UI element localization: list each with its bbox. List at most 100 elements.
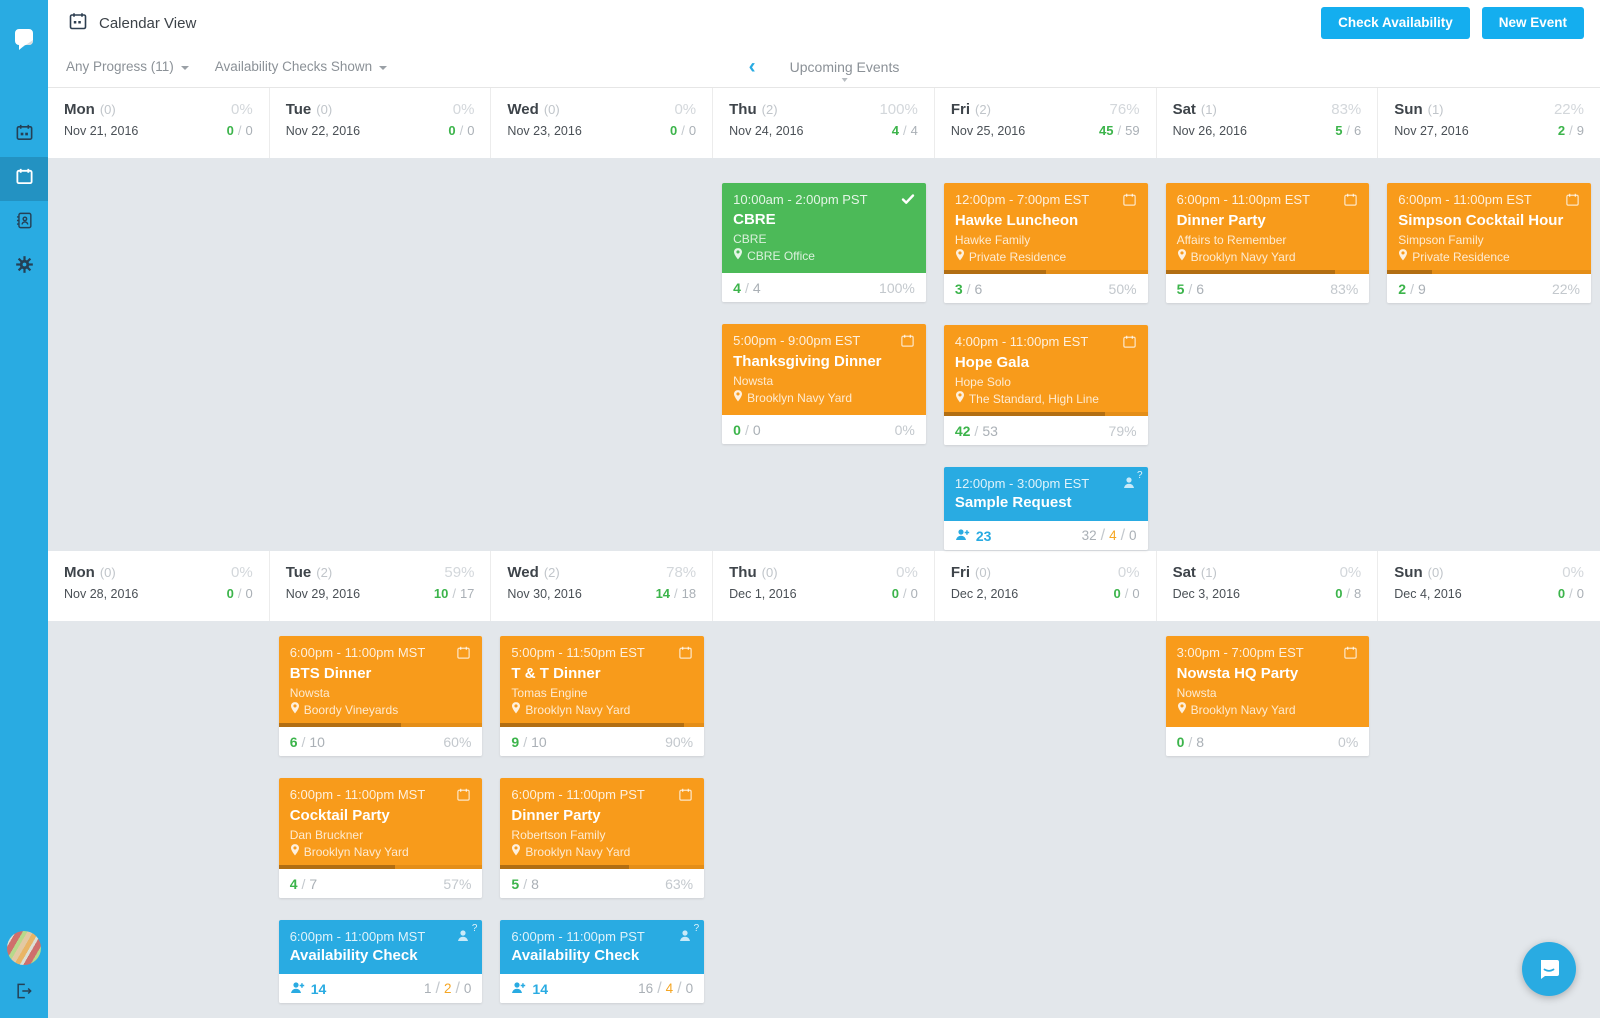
day-header-sun-nov27[interactable]: Sun (1) 22% Nov 27, 2016 2/9 — [1394, 101, 1584, 138]
day-header-thu-dec1[interactable]: Thu (0) 0% Dec 1, 2016 0/0 — [713, 551, 935, 621]
event-card-hawke-luncheon[interactable]: 12:00pm - 7:00pm EST Hawke Luncheon Hawk… — [943, 183, 1148, 303]
user-avatar[interactable] — [7, 931, 41, 965]
event-time: 3:00pm - 7:00pm EST — [1176, 645, 1304, 660]
previous-weeks-button[interactable]: ‹ — [748, 54, 756, 78]
day-header-sat-dec3[interactable]: Sat (1) 0% Dec 3, 2016 0/8 — [1157, 551, 1379, 621]
staffing-percent: 60% — [443, 733, 472, 750]
event-location: Boordy Vineyards — [303, 702, 399, 717]
availability-check-card-sample-request[interactable]: 12:00pm - 3:00pm EST ? Sample Request 23… — [943, 467, 1148, 550]
chat-smile-icon — [1541, 960, 1559, 979]
event-title: T & T Dinner — [511, 665, 601, 682]
event-time: 4:00pm - 11:00pm EST — [954, 334, 1089, 349]
sidebar-nav — [0, 113, 48, 289]
staffing-percent: 63% — [665, 875, 694, 892]
week2-cards: 6:00pm - 11:00pm MST BTS Dinner Nowsta B… — [48, 621, 1600, 1016]
upcoming-events-label[interactable]: Upcoming Events — [790, 59, 899, 82]
staffing-percent: 0% — [894, 421, 915, 438]
event-title: Hope Gala — [954, 354, 1030, 371]
sidebar-item-calendar-view[interactable] — [0, 157, 48, 201]
event-title: CBRE — [733, 211, 776, 228]
event-location: Private Residence — [1412, 249, 1510, 264]
calendar-icon — [1343, 192, 1358, 210]
day-header-sat-nov26[interactable]: Sat (1) 83% Nov 26, 2016 5/6 — [1157, 88, 1379, 158]
event-time: 6:00pm - 11:00pm PST — [511, 929, 645, 944]
calendar-icon — [456, 645, 471, 663]
event-card-bts-dinner[interactable]: 6:00pm - 11:00pm MST BTS Dinner Nowsta B… — [278, 636, 483, 756]
sidebar-item-schedule[interactable] — [0, 113, 48, 157]
staffing-count: 0/8 — [1176, 733, 1205, 750]
sidebar-item-settings[interactable] — [0, 245, 48, 289]
staffing-progress-bar — [278, 723, 483, 727]
event-client: Robertson Family — [511, 828, 606, 842]
event-title: Thanksgiving Dinner — [733, 353, 882, 370]
day-header-tue-nov22[interactable]: Tue (0) 0% Nov 22, 2016 0/0 — [270, 88, 492, 158]
staffing-count: 6/10 — [289, 733, 325, 750]
check-icon — [901, 192, 915, 209]
week1-cards: 10:00am - 2:00pm PST CBRE CBRE CBRE Offi… — [48, 158, 1600, 551]
event-title: Sample Request — [954, 494, 1072, 511]
location-pin-icon — [511, 844, 521, 859]
staffing-progress-bar — [500, 723, 705, 727]
staffing-percent: 0% — [1338, 733, 1359, 750]
event-location: CBRE Office — [747, 248, 815, 263]
staffing-percent: 83% — [1330, 280, 1359, 297]
availability-check-card-wed[interactable]: 6:00pm - 11:00pm PST ? Availability Chec… — [500, 920, 705, 1003]
event-title: Availability Check — [289, 947, 418, 964]
day-header-fri-nov25[interactable]: Fri (2) 76% Nov 25, 2016 45/59 — [935, 88, 1157, 158]
event-time: 6:00pm - 11:00pm MST — [289, 929, 426, 944]
staffing-count: 9/10 — [511, 733, 547, 750]
gear-icon — [15, 255, 34, 279]
event-time: 10:00am - 2:00pm PST — [733, 192, 868, 207]
location-pin-icon — [733, 390, 743, 405]
event-client: Tomas Engine — [511, 686, 588, 700]
day-header-wed-nov23[interactable]: Wed (0) 0% Nov 23, 2016 0/0 — [491, 88, 714, 158]
event-card-simpson-cocktail-hour[interactable]: 6:00pm - 11:00pm EST Simpson Cocktail Ho… — [1387, 183, 1591, 303]
logout-icon[interactable] — [14, 981, 34, 1006]
event-time: 6:00pm - 11:00pm PST — [511, 787, 645, 802]
event-location: Brooklyn Navy Yard — [525, 844, 631, 859]
filter-bar: Any Progress (11) Availability Checks Sh… — [48, 46, 1600, 88]
response-breakdown: 32/4/0 — [1081, 526, 1137, 544]
event-card-dinner-party-sat[interactable]: 6:00pm - 11:00pm EST Dinner Party Affair… — [1165, 183, 1370, 303]
calendar-view-icon — [68, 11, 88, 35]
staffing-progress-bar — [1387, 270, 1591, 274]
event-card-t-and-t-dinner[interactable]: 5:00pm - 11:50pm EST T & T Dinner Tomas … — [500, 636, 705, 756]
day-header-tue-nov29[interactable]: Tue (2) 59% Nov 29, 2016 10/17 — [270, 551, 492, 621]
staffing-progress-bar — [500, 865, 705, 869]
day-header-wed-nov30[interactable]: Wed (2) 78% Nov 30, 2016 14/18 — [491, 551, 714, 621]
calendar-icon — [1565, 192, 1580, 210]
day-header-sun-dec4[interactable]: Sun (0) 0% Dec 4, 2016 0/0 — [1394, 564, 1584, 601]
calendar-icon — [900, 333, 915, 351]
event-client: Nowsta — [733, 374, 774, 388]
event-title: Cocktail Party — [289, 807, 390, 824]
chevron-down-icon — [379, 65, 388, 70]
event-card-dinner-party-wed[interactable]: 6:00pm - 11:00pm PST Dinner Party Robert… — [500, 778, 705, 898]
day-header-mon-nov28[interactable]: Mon (0) 0% Nov 28, 2016 0/0 — [48, 551, 270, 621]
person-plus-icon — [290, 981, 305, 997]
event-card-hope-gala[interactable]: 4:00pm - 11:00pm EST Hope Gala Hope Solo… — [943, 325, 1148, 445]
staffing-progress-bar — [278, 865, 483, 869]
event-card-nowsta-hq-party[interactable]: 3:00pm - 7:00pm EST Nowsta HQ Party Nows… — [1165, 636, 1370, 756]
progress-filter-dropdown[interactable]: Any Progress (11) — [66, 59, 189, 74]
location-pin-icon — [955, 249, 965, 264]
event-client: Hawke Family — [954, 233, 1031, 247]
event-client: Affairs to Remember — [1176, 233, 1287, 247]
day-header-fri-dec2[interactable]: Fri (0) 0% Dec 2, 2016 0/0 — [935, 551, 1157, 621]
event-card-cbre[interactable]: 10:00am - 2:00pm PST CBRE CBRE CBRE Offi… — [722, 183, 926, 302]
availability-check-card-tue[interactable]: 6:00pm - 11:00pm MST ? Availability Chec… — [278, 920, 483, 1003]
day-header-thu-nov24[interactable]: Thu (2) 100% Nov 24, 2016 4/4 — [713, 88, 935, 158]
person-plus-icon — [511, 981, 526, 997]
calendar-icon — [1122, 334, 1137, 352]
event-card-thanksgiving-dinner[interactable]: 5:00pm - 9:00pm EST Thanksgiving Dinner … — [722, 324, 926, 444]
check-availability-button[interactable]: Check Availability — [1321, 7, 1470, 39]
new-event-button[interactable]: New Event — [1481, 7, 1584, 39]
availability-filter-dropdown[interactable]: Availability Checks Shown — [215, 59, 388, 74]
staffing-count: 2/9 — [1398, 280, 1426, 297]
event-time: 5:00pm - 9:00pm EST — [733, 333, 861, 348]
event-card-cocktail-party[interactable]: 6:00pm - 11:00pm MST Cocktail Party Dan … — [278, 778, 483, 898]
sidebar-item-contacts[interactable] — [0, 201, 48, 245]
event-title: Simpson Cocktail Hour — [1398, 212, 1564, 229]
day-header-mon-nov21[interactable]: Mon (0) 0% Nov 21, 2016 0/0 — [48, 88, 270, 158]
chat-bubble-button[interactable] — [1522, 942, 1576, 996]
person-plus-icon — [955, 528, 970, 544]
